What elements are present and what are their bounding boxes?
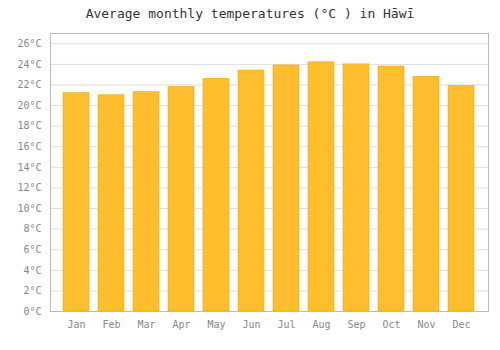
svg-text:Apr: Apr — [172, 319, 190, 330]
svg-text:18°C: 18°C — [17, 120, 41, 131]
svg-text:12°C: 12°C — [17, 182, 41, 193]
svg-text:Jan: Jan — [67, 319, 85, 330]
svg-text:14°C: 14°C — [17, 162, 41, 173]
svg-text:Jul: Jul — [277, 319, 295, 330]
svg-text:10°C: 10°C — [17, 203, 41, 214]
svg-text:Jun: Jun — [242, 319, 260, 330]
svg-text:16°C: 16°C — [17, 141, 41, 152]
svg-text:0°C: 0°C — [23, 306, 41, 317]
svg-text:6°C: 6°C — [23, 244, 41, 255]
svg-text:26°C: 26°C — [17, 38, 41, 49]
svg-text:2°C: 2°C — [23, 285, 41, 296]
svg-text:Oct: Oct — [382, 319, 400, 330]
svg-text:Nov: Nov — [417, 319, 435, 330]
svg-text:24°C: 24°C — [17, 59, 41, 70]
svg-text:4°C: 4°C — [23, 265, 41, 276]
svg-text:Dec: Dec — [452, 319, 470, 330]
svg-text:22°C: 22°C — [17, 79, 41, 90]
svg-text:8°C: 8°C — [23, 223, 41, 234]
svg-text:Sep: Sep — [347, 319, 365, 330]
html-text:Average monthly temperatures (: Average monthly temperatures (°C ) in Hā… — [85, 6, 415, 21]
svg-text:Mar: Mar — [137, 319, 155, 330]
svg-text:20°C: 20°C — [17, 100, 41, 111]
svg-text:Feb: Feb — [102, 319, 120, 330]
svg-text:May: May — [207, 319, 225, 330]
svg-text:Aug: Aug — [312, 319, 330, 330]
